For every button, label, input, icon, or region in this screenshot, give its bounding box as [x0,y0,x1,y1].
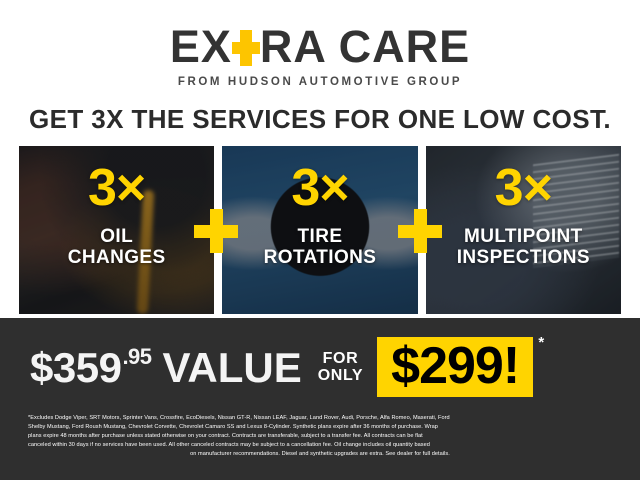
offer-price-container: $299! * [377,335,544,398]
multiplier-label: 3× [88,159,146,217]
tire-held-by-hands-photo [222,146,418,314]
for-only-line1: FOR [322,349,359,367]
service-label: TIRE ROTATIONS [264,227,377,267]
disclaimer-line-5: on manufacturer recommendations. Diesel … [190,451,450,458]
service-label-line1: MULTIPOINT [463,226,583,248]
plus-icon [194,209,238,253]
service-label: OIL CHANGES [68,227,166,267]
service-label-line1: OIL [100,226,134,248]
multiplier-label: 3× [494,159,553,217]
service-panel-oil-changes: 3× OIL CHANGES [19,146,215,314]
panel-overlay [19,146,215,314]
retail-value: $359.95 VALUE [30,343,302,391]
service-label-line1: TIRE [297,226,343,248]
retail-value-amount: $359 [30,343,122,391]
logo-subtitle: FROM HUDSON AUTOMOTIVE GROUP [177,76,463,88]
retail-value-cents: .95 [122,343,152,369]
service-label: MULTIPOINT INSPECTIONS [457,227,590,267]
value-word: VALUE [162,343,302,391]
price-band: $359.95 VALUE FOR ONLY $299! * *Excludes … [0,318,640,480]
logo-wordmark: EX RA CARE [170,24,470,69]
price-row: $359.95 VALUE FOR ONLY $299! * [0,328,640,406]
page-title: GET 3X THE SERVICES FOR ONE LOW COST. [28,104,612,134]
multiplier-label: 3× [291,159,349,217]
disclaimer-line-1: *Excludes Dodge Viper, SRT Motors, Sprin… [28,415,450,421]
service-label-line2: INSPECTIONS [456,246,590,268]
logo-word-part2: RA CARE [259,21,471,72]
for-only-label: FOR ONLY [318,350,363,385]
panel-overlay [222,146,418,314]
diagnostic-laptop-photo [425,146,621,314]
offer-price: $299! [377,336,534,398]
plus-icon [398,209,442,253]
disclaimer-line-4: canceled within 30 days if no services h… [28,442,430,449]
service-panel-tire-rotations: 3× TIRE ROTATIONS [222,146,418,314]
oil-pouring-photo [19,146,215,314]
for-only-line2: ONLY [317,367,364,384]
panel-overlay [425,146,621,314]
service-label-line2: CHANGES [67,246,166,268]
disclaimer-line-2: Shelby Mustang, Ford Roush Mustang, Chev… [28,424,438,431]
disclaimer-line-3: plans expire 48 months after purchase un… [28,433,423,440]
logo-word-part1: EX [169,21,232,72]
service-panel-multipoint-inspections: 3× MULTIPOINT INSPECTIONS [425,146,621,314]
brand-logo: EX RA CARE FROM HUDSON AUTOMOTIVE GROUP [0,24,640,88]
service-panels: 3× OIL CHANGES 3× TIRE ROTATIONS [19,146,621,314]
asterisk-marker: * [538,333,545,351]
disclaimer-text: *Excludes Dodge Viper, SRT Motors, Sprin… [28,414,612,459]
service-label-line2: ROTATIONS [263,246,377,268]
plus-icon [231,28,261,66]
